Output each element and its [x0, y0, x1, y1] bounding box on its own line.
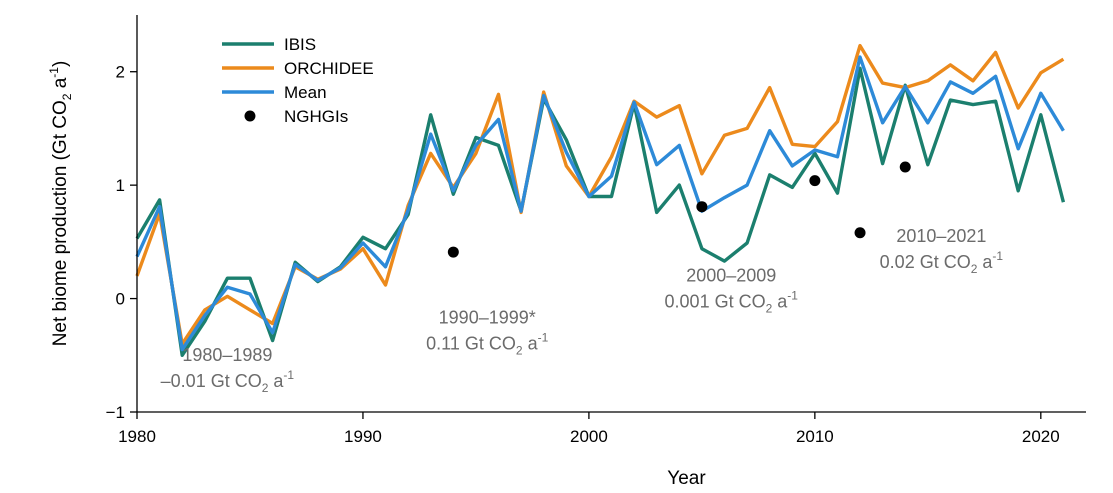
series-layer — [135, 43, 1066, 357]
legend: IBIS ORCHIDEE Mean NGHGIs — [222, 35, 374, 126]
nghgi-point — [854, 227, 866, 239]
x-axis-title: Year — [667, 468, 706, 489]
y-axis-title-sub: 2 — [60, 93, 74, 100]
period-label: 2010–2021 — [896, 226, 986, 246]
period-value: 0.11 Gt CO2 a-1 — [426, 331, 548, 358]
axes-layer: 1980 1990 2000 2010 2020 −1 0 1 2 Year Net biome p… — [47, 15, 1086, 489]
legend-label-ibis: IBIS — [284, 35, 316, 54]
period-value-sub: 2 — [262, 381, 269, 395]
period-value-unit: a — [523, 334, 539, 354]
period-value-sub: 2 — [516, 344, 523, 358]
period-value-sup: -1 — [787, 289, 798, 303]
period-value-main: –0.01 Gt CO — [161, 371, 262, 391]
y-tick-label: 1 — [116, 176, 125, 195]
y-tick-label: 2 — [116, 63, 125, 82]
period-value-sup: -1 — [992, 249, 1003, 263]
period-value: 0.001 Gt CO2 a-1 — [665, 289, 799, 316]
period-value-sub: 2 — [971, 262, 978, 276]
period-value-sub: 2 — [766, 302, 773, 316]
period-value-sup: -1 — [538, 331, 549, 345]
series-line-mean — [135, 55, 1065, 352]
legend-label-mean: Mean — [284, 83, 327, 102]
legend-marker-nghgis — [244, 110, 256, 122]
period-value-main: 0.001 Gt CO — [665, 292, 766, 312]
period-value: 0.02 Gt CO2 a-1 — [880, 249, 1004, 276]
y-tick-label: −1 — [106, 403, 125, 422]
period-value: –0.01 Gt CO2 a-1 — [161, 368, 295, 395]
period-value-sup: -1 — [283, 368, 294, 382]
period-label: 1980–1989 — [182, 345, 272, 365]
x-tick-label: 1980 — [118, 427, 156, 446]
x-tick-label: 2010 — [796, 427, 834, 446]
y-axis-title: Net biome production (Gt CO2 a-1) — [47, 61, 74, 347]
x-tick-label: 2000 — [570, 427, 608, 446]
y-axis-title-unit: a — [50, 77, 71, 93]
nghgi-point — [809, 175, 821, 187]
y-tick-label: 0 — [116, 290, 125, 309]
period-value-unit: a — [977, 252, 993, 272]
legend-label-orchidee: ORCHIDEE — [284, 59, 374, 78]
period-value-main: 0.11 Gt CO — [426, 334, 516, 354]
period-value-unit: a — [772, 292, 788, 312]
period-label: 2000–2009 — [686, 266, 776, 286]
annotation-layer: 1980–1989–0.01 Gt CO2 a-11990–1999*0.11 … — [161, 226, 1004, 395]
y-axis-title-close: ) — [50, 61, 71, 67]
y-axis-title-sup: -1 — [47, 67, 61, 78]
period-value-main: 0.02 Gt CO — [880, 252, 971, 272]
x-tick-label: 2020 — [1022, 427, 1060, 446]
nghgi-point — [696, 201, 708, 213]
nghgi-point — [899, 161, 911, 173]
period-label: 1990–1999* — [439, 308, 536, 328]
legend-label-nghgis: NGHGIs — [284, 107, 348, 126]
series-line-orchidee — [135, 43, 1065, 346]
y-axis-title-main: Net biome production (Gt CO — [50, 100, 71, 346]
period-value-unit: a — [268, 371, 284, 391]
x-tick-label: 1990 — [344, 427, 382, 446]
nghgi-point — [447, 246, 459, 258]
